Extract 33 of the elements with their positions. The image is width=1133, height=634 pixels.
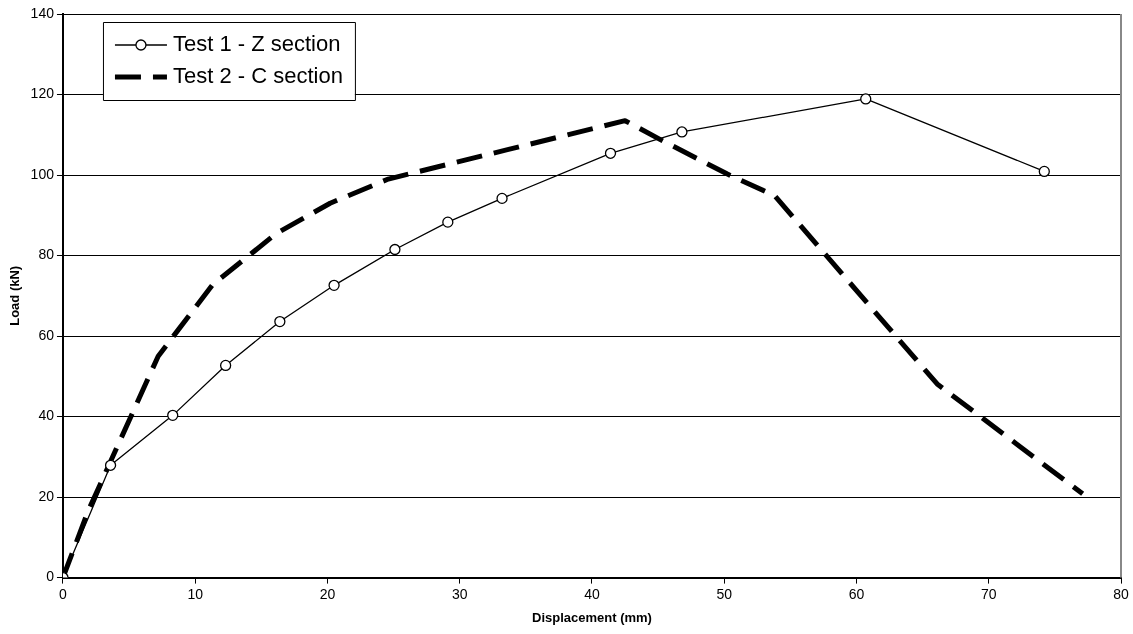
y-tick-label: 120 — [30, 85, 55, 102]
y-tick-label: 40 — [38, 407, 55, 424]
x-tick-label: 20 — [319, 585, 336, 602]
point — [860, 93, 872, 105]
point — [676, 126, 688, 138]
x-tick-label: 50 — [716, 585, 733, 602]
x-tick-label: 40 — [584, 585, 600, 602]
legend-label: Test 1 - Z section — [172, 31, 341, 57]
y-tick-label: 100 — [30, 165, 55, 182]
point — [167, 409, 179, 422]
point — [389, 243, 401, 256]
y-axis-title: Load (kN) — [7, 265, 23, 326]
y-tick-label: 140 — [30, 4, 55, 21]
legend-label: Test 2 - C section — [172, 63, 343, 89]
x-axis-title: Displacement (mm) — [532, 609, 652, 625]
point — [496, 192, 508, 205]
y-tick-label: 20 — [38, 487, 55, 504]
x-tick-label: 30 — [451, 585, 468, 602]
point — [442, 216, 454, 228]
x-tick-label: 0 — [59, 585, 68, 602]
y-tick-label: 80 — [38, 246, 55, 263]
x-tick-label: 80 — [1113, 585, 1129, 602]
x-tick-label: 70 — [980, 585, 997, 602]
x-tick-label: 10 — [187, 585, 204, 602]
x-tick-label: 60 — [848, 585, 865, 602]
point — [104, 459, 117, 471]
point — [328, 279, 340, 291]
y-tick-label: 60 — [38, 326, 55, 343]
point — [219, 359, 232, 372]
point — [1038, 165, 1050, 178]
y-tick-label: 0 — [46, 568, 55, 585]
point — [274, 315, 286, 328]
point — [604, 147, 617, 159]
